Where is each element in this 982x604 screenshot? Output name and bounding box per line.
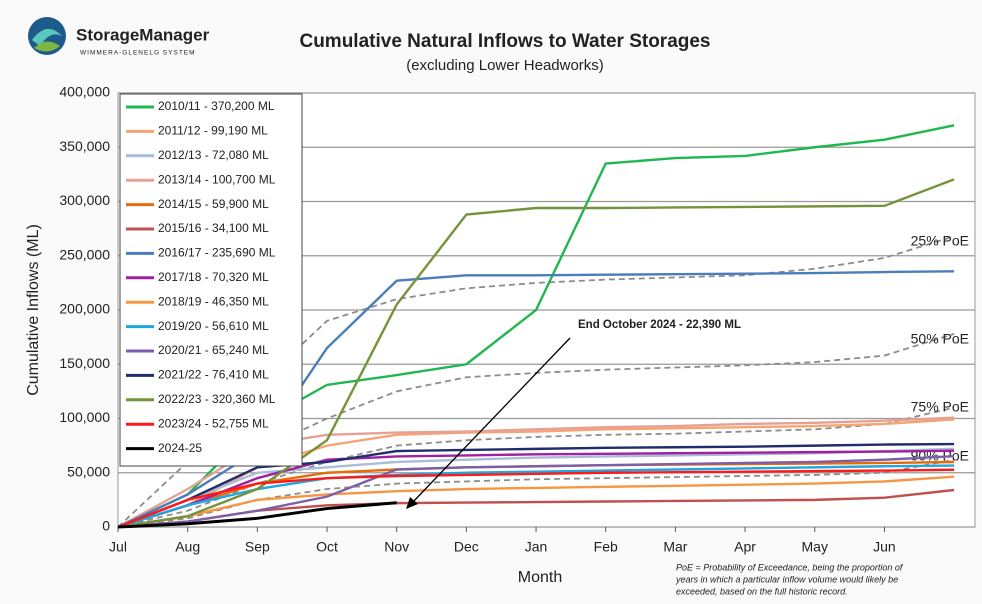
poe-label: 75% PoE [911, 399, 969, 415]
legend-label: 2014/15 - 59,900 ML [158, 197, 269, 211]
annotation-arrow [411, 337, 571, 504]
logo-leaf [34, 41, 60, 52]
x-tick-label: Mar [663, 539, 687, 555]
legend-label: 2012/13 - 72,080 ML [158, 148, 269, 162]
logo-wave [32, 28, 62, 46]
y-tick-label: 300,000 [59, 192, 110, 208]
y-tick-label: 100,000 [59, 409, 110, 425]
series-line [117, 449, 955, 529]
plot-border [117, 92, 976, 528]
legend-label: 2022/23 - 320,360 ML [158, 392, 276, 406]
y-tick-label: 150,000 [59, 355, 110, 371]
chart-subtitle: (excluding Lower Headworks) [406, 57, 604, 74]
legend-label: 2017/18 - 70,320 ML [158, 270, 269, 284]
y-axis-label: Cumulative Inflows (ML) [25, 224, 42, 396]
poe-label: 25% PoE [911, 233, 969, 249]
logo-tagline: WIMMERA-GLENELG SYSTEM [80, 50, 196, 57]
y-tick-label: 350,000 [59, 138, 110, 154]
x-tick-label: Oct [316, 539, 338, 555]
x-tick-label: Jul [109, 539, 127, 555]
ticks: 0 50,000 100,000 150,000 200,000 250,000 300,0… [59, 84, 895, 555]
x-tick-label: Feb [594, 539, 618, 555]
legend: 2010/11 - 370,200 ML 2011/12 - 99,190 ML 2… [119, 93, 303, 467]
x-tick-label: Nov [384, 539, 409, 555]
arrow-head [406, 497, 418, 509]
legend-label: 2019/20 - 56,610 ML [158, 319, 269, 333]
legend-label: 2010/11 - 370,200 ML [158, 99, 275, 113]
series-line [117, 178, 955, 529]
x-tick-label: Apr [734, 539, 756, 555]
poe-label: 50% PoE [911, 330, 969, 346]
series-line [117, 475, 955, 529]
legend-label: 2023/24 - 52,755 ML [158, 416, 269, 430]
legend-label: 2024-25 [158, 441, 202, 455]
legend-label: 2021/22 - 76,410 ML [158, 368, 269, 382]
y-tick-label: 200,000 [59, 301, 110, 317]
poe-line [117, 406, 955, 528]
legend-label: 2016/17 - 235,690 ML [158, 246, 276, 260]
x-axis-label: Month [518, 569, 562, 586]
legend-label: 2020/21 - 65,240 ML [158, 343, 269, 357]
x-tick-label: Aug [175, 539, 200, 555]
footnote-line: PoE = Probability of Exceedance, being t… [676, 562, 904, 572]
footnote-line: exceeded, based on the full historic rec… [676, 586, 848, 596]
y-tick-label: 0 [102, 518, 110, 534]
legend-label: 2015/16 - 34,100 ML [158, 221, 269, 235]
legend-label: 2018/19 - 46,350 ML [158, 294, 269, 308]
x-tick-label: Jun [873, 539, 896, 555]
series-line [117, 501, 397, 529]
y-tick-label: 400,000 [59, 84, 110, 100]
x-tick-label: Jan [525, 539, 548, 555]
x-tick-label: May [802, 539, 828, 555]
series-line [117, 442, 955, 529]
footnote: PoE = Probability of Exceedance, being t… [675, 562, 904, 596]
x-tick-label: Sep [245, 539, 270, 555]
annotation: End October 2024 - 22,390 ML [578, 319, 741, 331]
y-tick-label: 250,000 [59, 246, 110, 262]
x-tick-label: Dec [454, 539, 479, 555]
logo-name: StorageManager [76, 25, 210, 44]
y-tick-label: 50,000 [67, 463, 110, 479]
series-line [117, 455, 955, 529]
series-line [117, 468, 955, 529]
footnote-line: years in which a particular inflow volum… [675, 574, 898, 584]
legend-label: 2011/12 - 99,190 ML [158, 124, 268, 138]
chart-title: Cumulative Natural Inflows to Water Stor… [299, 31, 710, 52]
legend-label: 2013/14 - 100,700 ML [158, 172, 276, 186]
logo: StorageManager WIMMERA-GLENELG SYSTEM [28, 17, 210, 57]
